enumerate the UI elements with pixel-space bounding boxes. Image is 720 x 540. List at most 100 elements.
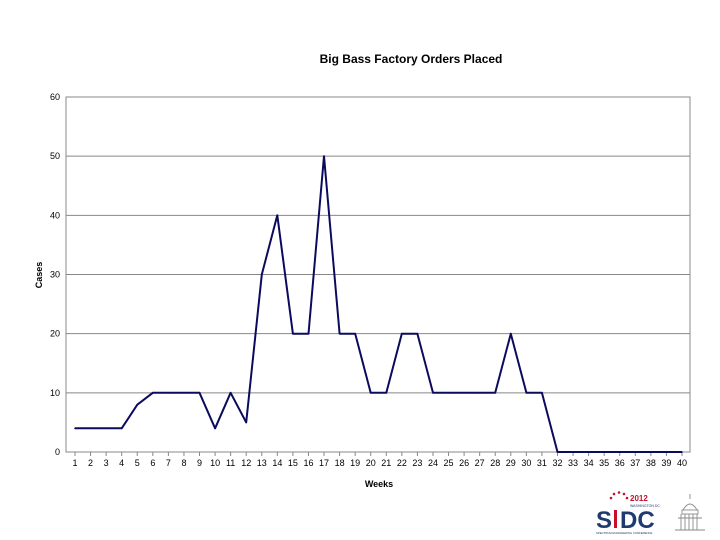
x-tick-label: 13 [257,458,267,468]
x-tick-label: 8 [181,458,186,468]
y-axis-label: Cases [34,262,44,289]
x-tick-label: 28 [490,458,500,468]
x-tick-label: 5 [135,458,140,468]
x-tick-label: 2 [88,458,93,468]
data-point [681,451,683,453]
x-tick-label: 6 [150,458,155,468]
logo-year: 2012 [630,494,648,503]
stars-icon [609,491,629,500]
x-tick-label: 39 [661,458,671,468]
data-point [183,392,185,394]
x-tick-label: 32 [552,458,562,468]
data-point [276,214,279,217]
data-point [432,392,434,394]
x-tick-label: 34 [584,458,594,468]
y-tick-label: 60 [50,92,60,102]
y-tick-label: 40 [50,210,60,220]
data-point [214,427,216,430]
sedc-logo: 2012 WASHINGTON DC S DC SPECTRUM ENGINEE… [596,491,705,535]
x-tick-label: 40 [677,458,687,468]
x-tick-label: 20 [366,458,376,468]
capitol-dome-icon [675,494,705,531]
data-point [229,392,232,394]
x-axis-label: Weeks [365,479,393,489]
data-point [167,392,170,394]
y-tick-label: 50 [50,151,60,161]
data-point [338,332,341,335]
data-point [525,392,528,394]
x-tick-label: 7 [166,458,171,468]
x-tick-label: 10 [210,458,220,468]
data-point [447,392,450,394]
x-tick-label: 16 [303,458,313,468]
x-tick-label: 27 [475,458,485,468]
data-point [136,403,139,406]
data-point [245,421,248,424]
y-axis-ticks: 0 10 20 30 40 50 60 [50,92,60,457]
x-tick-label: 21 [381,458,391,468]
chart-title: Big Bass Factory Orders Placed [320,52,503,66]
x-tick-label: 26 [459,458,469,468]
y-tick-label: 10 [50,388,60,398]
gridlines [66,155,690,394]
data-point [105,427,107,430]
logo-letter-s: S [596,507,612,534]
y-tick-label: 20 [50,329,60,339]
data-point [416,332,419,335]
data-point [509,332,512,335]
data-point [385,392,388,394]
x-tick-label: 24 [428,458,438,468]
x-tick-label: 17 [319,458,329,468]
x-tick-label: 1 [72,458,77,468]
x-tick-label: 14 [272,458,282,468]
data-point [369,392,372,394]
x-tick-label: 22 [397,458,407,468]
x-tick-label: 31 [537,458,547,468]
data-point [556,451,559,453]
x-tick-label: 35 [599,458,609,468]
data-point [572,451,574,453]
x-tick-label: 33 [568,458,578,468]
data-point [152,392,154,394]
x-axis-ticks: 1 2 3 4 5 6 7 8 9 10 11 12 13 14 15 16 17 18 19 20 21 22 23 24 2… [72,452,687,468]
logo-letters-dc: DC [620,507,655,534]
data-point [307,332,310,335]
x-tick-label: 15 [288,458,298,468]
logo-city: WASHINGTON DC [630,504,660,508]
data-point [89,427,92,430]
data-point [120,427,123,430]
logo-pen-icon [614,510,617,528]
data-point [354,332,356,335]
data-point [478,392,481,394]
x-tick-label: 29 [506,458,516,468]
x-tick-label: 19 [350,458,360,468]
data-point [292,332,294,335]
data-point [603,451,605,453]
data-point [587,451,590,453]
data-point [401,332,403,335]
data-point [618,451,621,453]
plot-area-border [65,96,691,453]
x-tick-label: 3 [104,458,109,468]
x-tick-label: 25 [444,458,454,468]
x-tick-label: 37 [630,458,640,468]
x-tick-label: 9 [197,458,202,468]
data-point [541,392,543,394]
data-point [198,392,201,394]
data-point [323,155,325,157]
data-point [634,451,637,453]
x-tick-label: 30 [521,458,531,468]
y-tick-label: 0 [55,447,60,457]
x-tick-label: 23 [412,458,422,468]
data-point [463,392,465,394]
series-line [75,155,682,453]
logo-tagline: SPECTRUM ENGINEERING CONFERENCE [596,531,653,535]
series-group [74,155,683,453]
data-point [74,427,76,430]
x-tick-label: 18 [335,458,345,468]
x-tick-label: 11 [226,458,235,468]
x-tick-label: 4 [119,458,124,468]
data-point [650,451,652,453]
x-tick-label: 36 [615,458,625,468]
